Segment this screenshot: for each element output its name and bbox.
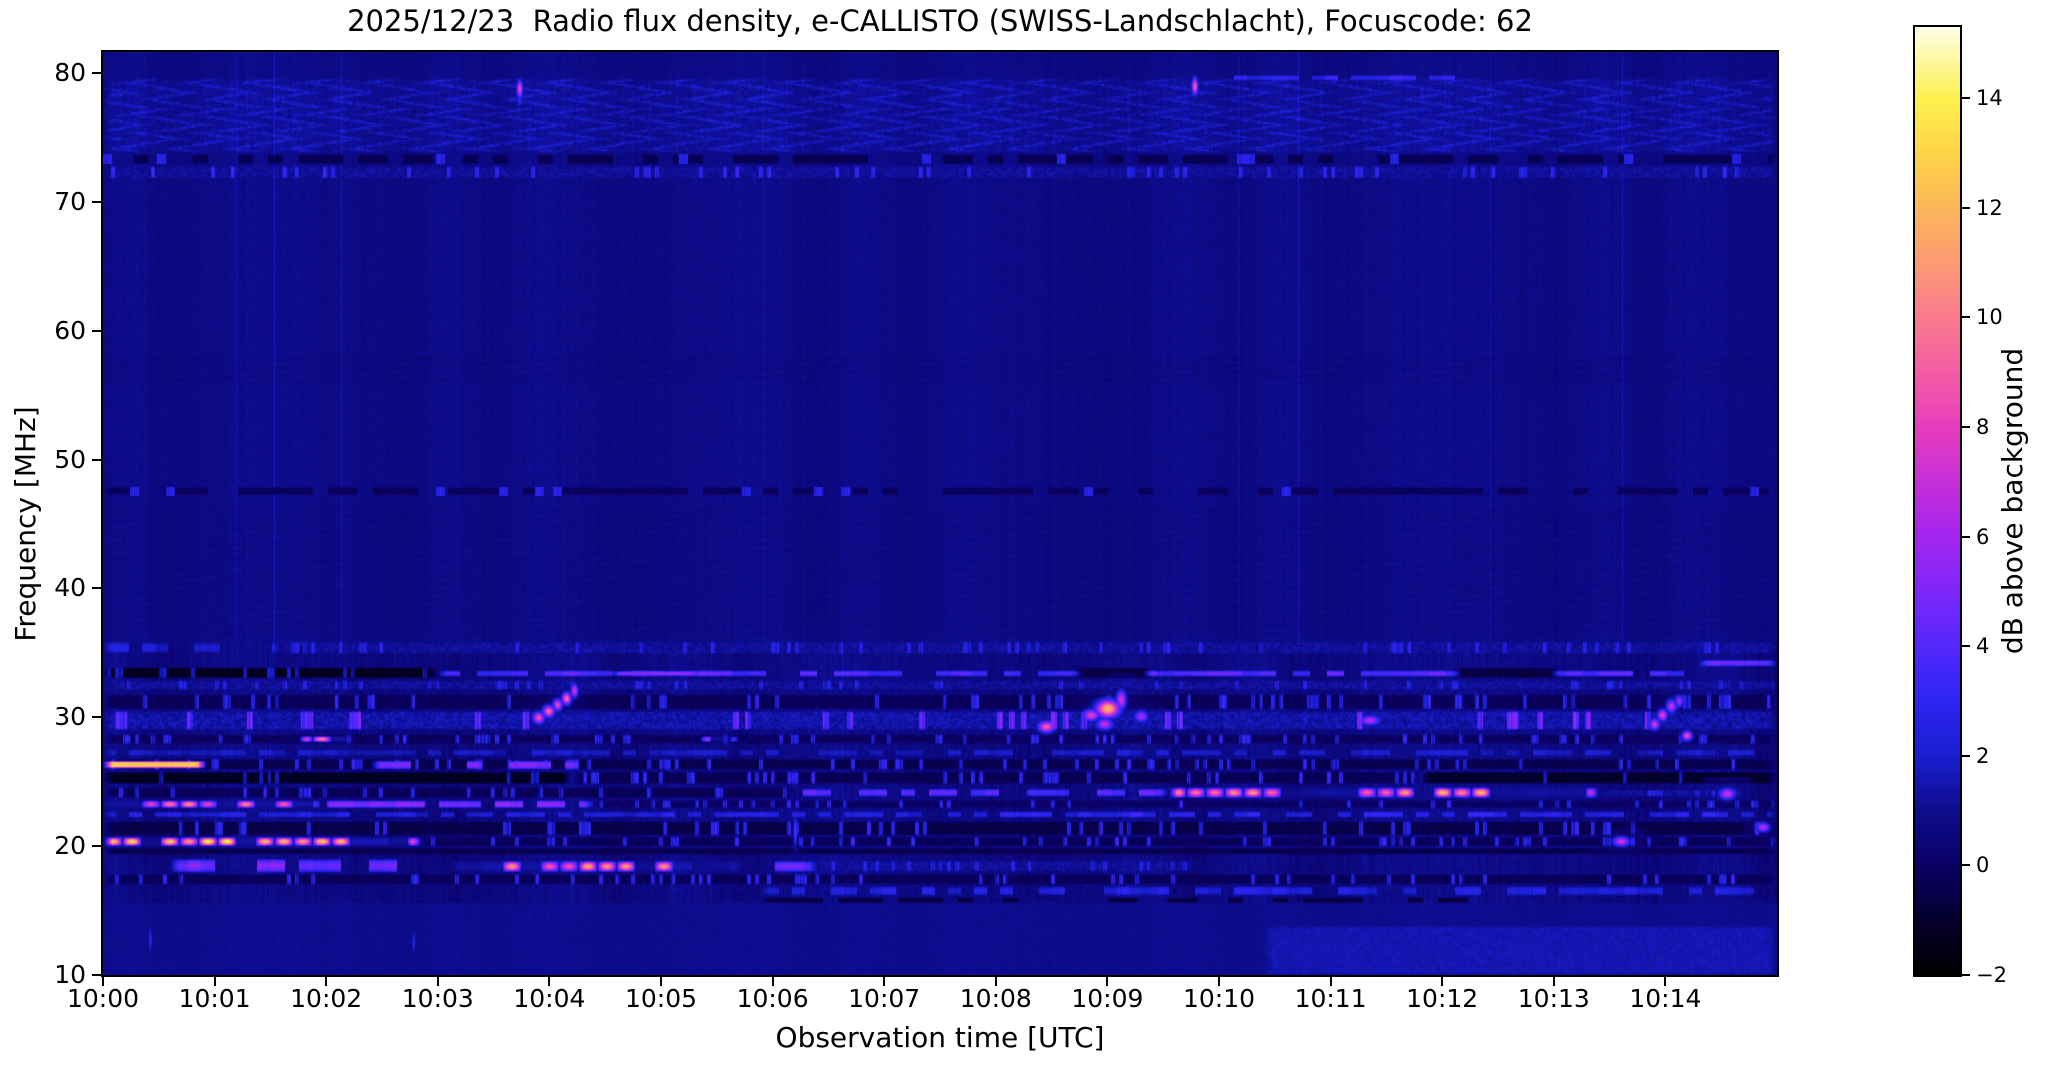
- x-tick-mark: [325, 977, 328, 986]
- colorbar-tick-mark: [1962, 864, 1970, 867]
- colorbar-tick-label: 10: [1976, 305, 2003, 330]
- spectrogram-heatmap: [103, 52, 1777, 975]
- y-tick-label: 30: [54, 702, 86, 732]
- x-tick-label: 10:12: [1406, 984, 1479, 1013]
- x-tick-label: 10:02: [290, 984, 363, 1013]
- colorbar-tick-label: 6: [1976, 524, 1990, 549]
- x-tick-label: 10:08: [959, 984, 1032, 1013]
- colorbar-tick-label: −2: [1976, 963, 2007, 987]
- y-tick-mark: [92, 974, 101, 976]
- colorbar-tick-mark: [1962, 535, 1970, 538]
- colorbar-tick-label: 4: [1976, 634, 1990, 659]
- colorbar-tick-mark: [1962, 974, 1970, 976]
- x-tick-mark: [883, 977, 886, 986]
- colorbar-tick-label: 14: [1976, 86, 2003, 111]
- x-tick-mark: [1329, 977, 1332, 986]
- y-tick-mark: [92, 845, 101, 848]
- x-tick-label: 10:01: [178, 984, 251, 1013]
- x-tick-mark: [994, 977, 997, 986]
- x-tick-label: 10:00: [66, 984, 140, 1013]
- x-tick-label: 10:09: [1071, 984, 1144, 1013]
- y-tick-label: 50: [54, 444, 86, 474]
- y-tick-label: 20: [54, 831, 86, 861]
- x-tick-mark: [1441, 977, 1444, 986]
- colorbar-tick-label: 2: [1976, 743, 1990, 768]
- x-tick-label: 10:14: [1629, 984, 1702, 1013]
- y-tick-label: 80: [54, 58, 86, 87]
- x-tick-mark: [771, 977, 774, 986]
- y-tick-mark: [92, 587, 101, 590]
- y-tick-mark: [92, 72, 101, 74]
- y-tick-mark: [92, 200, 101, 203]
- colorbar-tick-mark: [1962, 645, 1970, 648]
- x-tick-mark: [102, 977, 104, 986]
- y-tick-mark: [92, 329, 101, 332]
- y-tick-mark: [92, 716, 101, 719]
- colorbar-tick-mark: [1962, 316, 1970, 319]
- colorbar-gradient: [1915, 27, 1960, 975]
- x-tick-mark: [436, 977, 439, 986]
- x-tick-label: 10:13: [1517, 984, 1590, 1013]
- colorbar-tick-mark: [1962, 426, 1970, 429]
- y-tick-label: 70: [54, 186, 86, 216]
- colorbar-tick-mark: [1962, 97, 1970, 100]
- x-tick-label: 10:03: [401, 984, 474, 1013]
- colorbar-tick-label: 8: [1976, 415, 1990, 440]
- x-tick-mark: [1552, 977, 1555, 986]
- colorbar-tick-label: 0: [1976, 853, 1990, 878]
- y-tick-mark: [92, 458, 101, 461]
- x-tick-label: 10:10: [1182, 984, 1256, 1013]
- chart-title: 2025/12/23 Radio flux density, e-CALLIST…: [347, 4, 1533, 38]
- y-tick-label: 60: [54, 315, 86, 345]
- x-tick-mark: [213, 977, 216, 986]
- x-tick-label: 10:07: [848, 984, 921, 1013]
- x-tick-mark: [548, 977, 551, 986]
- x-tick-mark: [1106, 977, 1109, 986]
- x-tick-mark: [1218, 977, 1220, 986]
- y-axis-label: Frequency [MHz]: [9, 406, 42, 642]
- x-tick-label: 10:06: [736, 984, 809, 1013]
- y-tick-label: 40: [54, 573, 86, 603]
- y-tick-label: 10: [54, 960, 86, 989]
- colorbar-tick-mark: [1962, 206, 1970, 209]
- x-tick-mark: [1664, 977, 1667, 986]
- x-tick-label: 10:04: [513, 984, 586, 1013]
- x-tick-label: 10:11: [1294, 984, 1367, 1013]
- x-axis-label: Observation time [UTC]: [775, 1021, 1105, 1054]
- colorbar-tick-mark: [1962, 754, 1970, 757]
- x-tick-label: 10:05: [624, 984, 698, 1013]
- colorbar-tick-label: 12: [1976, 195, 2003, 220]
- x-tick-mark: [660, 977, 662, 986]
